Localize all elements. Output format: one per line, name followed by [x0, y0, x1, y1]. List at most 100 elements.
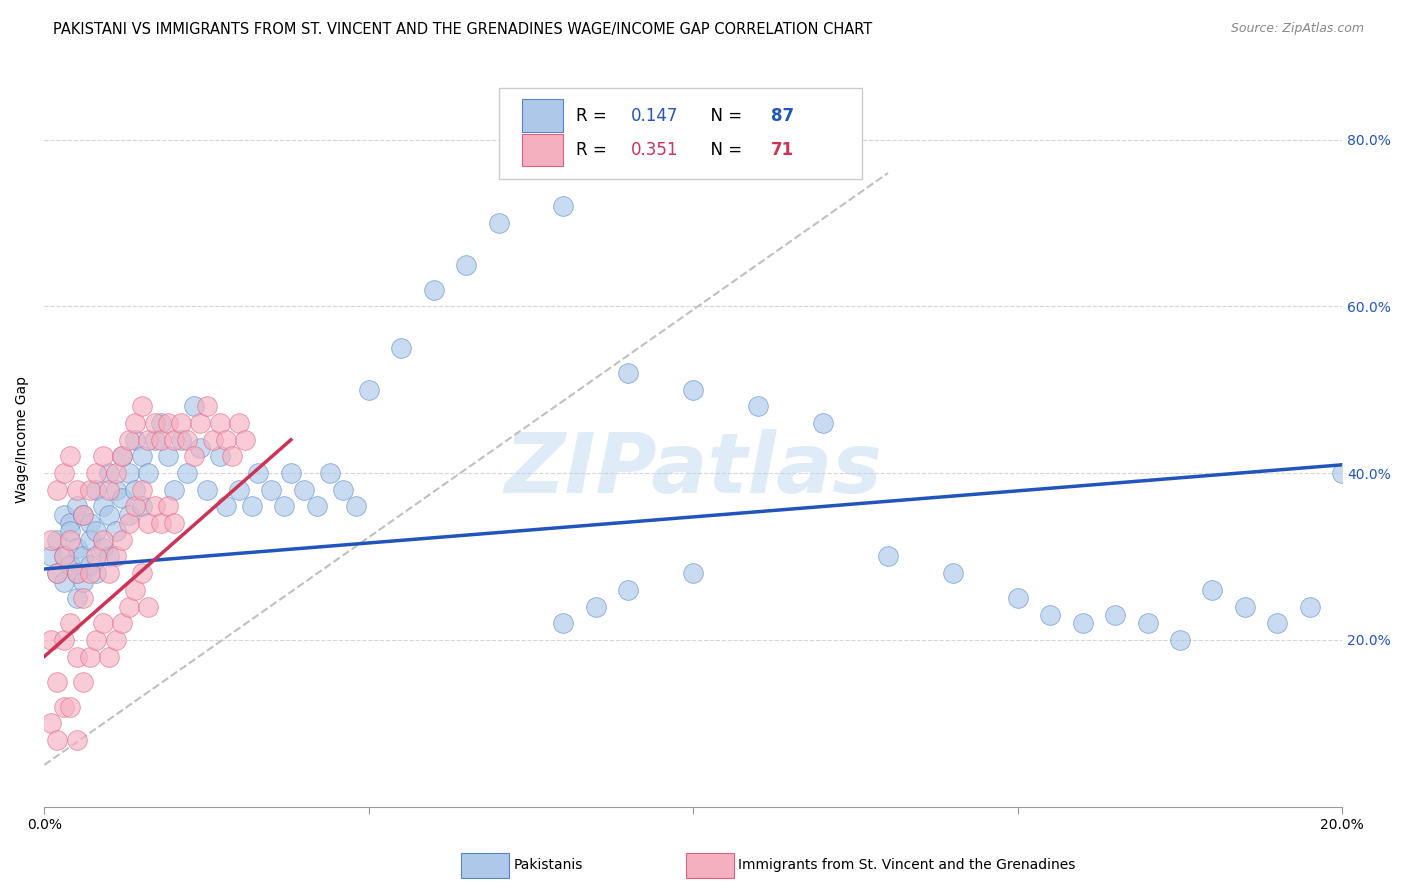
FancyBboxPatch shape [522, 99, 564, 132]
Point [811, 416, 834, 430]
Point [585, 599, 607, 614]
Point [195, 400, 218, 414]
Text: 87: 87 [770, 106, 794, 125]
Point [183, 450, 205, 464]
Point [104, 466, 127, 480]
Point [877, 549, 900, 564]
Point [91, 541, 114, 556]
Point [1201, 582, 1223, 597]
Y-axis label: Wage/Income Gap: Wage/Income Gap [15, 376, 30, 503]
Point [104, 524, 127, 539]
Point [72, 549, 94, 564]
Text: R =: R = [576, 106, 613, 125]
Text: Immigrants from St. Vincent and the Grenadines: Immigrants from St. Vincent and the Gren… [738, 858, 1076, 872]
Point [91, 533, 114, 547]
Point [46, 674, 69, 689]
Point [39, 632, 62, 647]
Text: 0.147: 0.147 [631, 106, 678, 125]
Point [79, 566, 101, 581]
Point [150, 433, 173, 447]
Point [156, 450, 179, 464]
Point [682, 566, 704, 581]
Point [131, 400, 153, 414]
FancyBboxPatch shape [499, 87, 862, 179]
Point [150, 516, 173, 530]
Point [98, 508, 121, 522]
Point [183, 400, 205, 414]
Point [84, 566, 107, 581]
Point [136, 433, 159, 447]
Point [46, 483, 69, 497]
Point [124, 582, 146, 597]
Point [1071, 616, 1094, 631]
Point [682, 383, 704, 397]
Point [156, 500, 179, 514]
Point [66, 566, 89, 581]
Point [292, 483, 315, 497]
Point [1136, 616, 1159, 631]
Point [111, 450, 134, 464]
Point [111, 491, 134, 505]
Point [1007, 591, 1029, 606]
Point [117, 466, 139, 480]
Point [66, 591, 89, 606]
Point [46, 732, 69, 747]
Point [84, 549, 107, 564]
Point [84, 632, 107, 647]
Point [59, 516, 82, 530]
Point [46, 533, 69, 547]
Point [747, 400, 769, 414]
Point [131, 500, 153, 514]
Point [1267, 616, 1289, 631]
Point [66, 500, 89, 514]
Point [117, 599, 139, 614]
Point [156, 416, 179, 430]
Point [1039, 607, 1062, 622]
Point [98, 466, 121, 480]
Point [66, 732, 89, 747]
Point [208, 416, 231, 430]
Point [247, 466, 270, 480]
Point [52, 508, 75, 522]
Point [98, 566, 121, 581]
Point [1299, 599, 1322, 614]
Point [553, 199, 575, 213]
Point [39, 716, 62, 731]
Point [91, 616, 114, 631]
Point [1104, 607, 1126, 622]
Point [66, 649, 89, 664]
Point [117, 508, 139, 522]
Point [208, 450, 231, 464]
Point [260, 483, 283, 497]
Text: 71: 71 [770, 141, 794, 159]
Point [72, 508, 94, 522]
Point [104, 483, 127, 497]
Point [143, 433, 166, 447]
Point [344, 500, 367, 514]
Text: Source: ZipAtlas.com: Source: ZipAtlas.com [1230, 22, 1364, 36]
Point [235, 433, 257, 447]
Point [617, 582, 640, 597]
Point [79, 516, 101, 530]
Point [280, 466, 302, 480]
Point [84, 524, 107, 539]
Point [79, 483, 101, 497]
Point [91, 500, 114, 514]
Point [422, 283, 444, 297]
Point [1331, 466, 1354, 480]
Point [1233, 599, 1256, 614]
Point [66, 483, 89, 497]
Point [124, 500, 146, 514]
Point [79, 558, 101, 572]
Text: Pakistanis: Pakistanis [513, 858, 582, 872]
Point [52, 632, 75, 647]
Point [163, 516, 186, 530]
Point [52, 574, 75, 589]
Point [215, 500, 238, 514]
Point [59, 558, 82, 572]
Point [273, 500, 295, 514]
Point [131, 450, 153, 464]
Point [98, 483, 121, 497]
Text: PAKISTANI VS IMMIGRANTS FROM ST. VINCENT AND THE GRENADINES WAGE/INCOME GAP CORR: PAKISTANI VS IMMIGRANTS FROM ST. VINCENT… [53, 22, 873, 37]
Point [59, 616, 82, 631]
